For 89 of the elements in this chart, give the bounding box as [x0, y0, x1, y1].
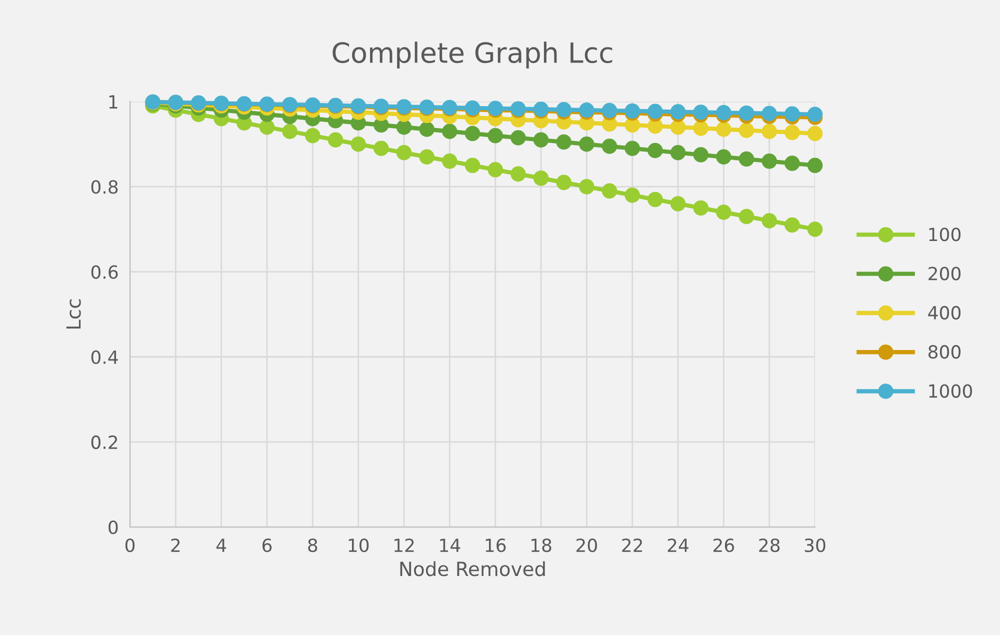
point — [648, 118, 663, 134]
point — [328, 132, 344, 148]
point — [807, 158, 823, 174]
x-tick-label: 30 — [804, 538, 826, 552]
point — [648, 192, 663, 208]
point — [488, 128, 503, 144]
point — [762, 213, 777, 228]
point — [670, 145, 686, 160]
point — [464, 158, 480, 174]
point — [762, 154, 777, 169]
point — [350, 136, 366, 152]
legend-label: 400 — [928, 306, 961, 320]
x-tick-label: 6 — [262, 538, 272, 552]
point — [670, 119, 686, 135]
y-tick-label: 0.8 — [91, 180, 118, 194]
point — [556, 134, 572, 150]
y-tick-label: 0.2 — [91, 435, 118, 450]
point — [396, 145, 412, 160]
legend-label: 800 — [928, 345, 961, 359]
point — [396, 119, 412, 135]
x-tick-label: 24 — [668, 538, 688, 552]
x-tick-label: 20 — [576, 538, 597, 552]
x-axis-title: Node Removed — [400, 561, 545, 576]
point — [602, 138, 618, 154]
point — [510, 166, 526, 182]
point — [579, 179, 594, 194]
y-tick-label: 0.6 — [91, 265, 118, 279]
point — [762, 106, 777, 122]
x-tick-label: 22 — [622, 538, 642, 552]
y-tick-label: 0 — [108, 520, 118, 534]
point — [807, 106, 823, 122]
point — [374, 140, 389, 156]
point — [533, 132, 549, 148]
point — [419, 122, 434, 137]
point — [488, 162, 503, 178]
x-tick-label: 8 — [308, 538, 318, 552]
y-tick-label: 0.4 — [91, 350, 118, 364]
point — [533, 170, 549, 186]
point — [602, 102, 618, 118]
point — [419, 149, 434, 165]
point — [784, 124, 800, 140]
x-tick-label: 10 — [348, 538, 369, 552]
point — [738, 151, 754, 167]
point — [442, 124, 458, 140]
legend-label: 200 — [928, 266, 961, 280]
point — [738, 105, 754, 121]
x-tick-label: 28 — [759, 538, 780, 552]
point — [259, 119, 275, 135]
point — [693, 120, 708, 136]
point — [716, 122, 732, 137]
point — [624, 140, 640, 156]
point — [670, 196, 686, 212]
legend-label: 100 — [929, 228, 961, 242]
point — [305, 128, 320, 144]
legend-label: 1000 — [929, 384, 972, 398]
point — [807, 222, 823, 237]
x-tick-label: 26 — [714, 538, 734, 552]
point — [648, 142, 663, 158]
y-tick-label: 1 — [109, 95, 118, 108]
x-tick-label: 4 — [216, 538, 226, 552]
x-tick-label: 12 — [394, 538, 414, 552]
point — [693, 200, 708, 216]
point — [784, 217, 800, 233]
point — [556, 174, 572, 190]
point — [807, 126, 823, 142]
point — [442, 154, 458, 169]
point — [624, 188, 640, 203]
x-tick-label: 18 — [531, 538, 552, 552]
point — [464, 126, 480, 142]
point — [579, 102, 594, 118]
point — [716, 149, 732, 165]
chart-title: Complete Graph Lcc — [332, 42, 612, 68]
point — [602, 183, 618, 199]
point — [579, 136, 594, 152]
x-tick-label: 16 — [486, 538, 506, 552]
point — [738, 208, 754, 224]
point — [282, 124, 298, 140]
y-axis-title: Lcc — [66, 299, 81, 329]
x-tick-label: 14 — [440, 538, 460, 552]
point — [716, 204, 732, 220]
point — [784, 156, 800, 171]
point — [670, 104, 686, 120]
point — [784, 106, 800, 122]
x-tick-label: 0 — [125, 538, 135, 552]
point — [738, 122, 754, 138]
point — [762, 124, 777, 140]
x-tick-label: 2 — [171, 538, 180, 552]
point — [693, 147, 708, 162]
point — [510, 130, 526, 146]
